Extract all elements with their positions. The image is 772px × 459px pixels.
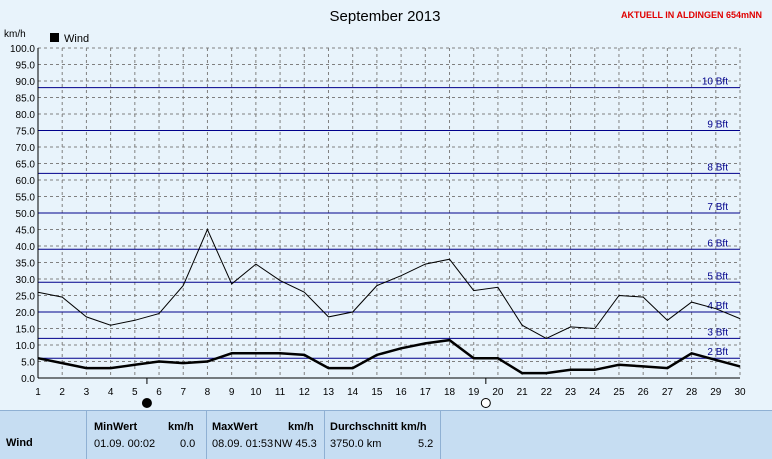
y-tick-label: 15.0 bbox=[16, 325, 36, 336]
chart-title: September 2013 bbox=[330, 8, 441, 25]
y-tick-label: 35.0 bbox=[16, 259, 36, 270]
stats-panel: Wind MinWert km/h 01.09. 00:02 0.0 MaxWe… bbox=[0, 410, 772, 459]
x-tick-label: 14 bbox=[347, 387, 359, 398]
beaufort-label: 3 Bft bbox=[707, 327, 728, 338]
min-unit: km/h bbox=[168, 421, 194, 433]
x-tick-label: 22 bbox=[541, 387, 553, 398]
max-date: 08.09. 01:53 bbox=[212, 438, 274, 450]
avg-header: Durchschnitt km/h bbox=[330, 421, 427, 433]
y-tick-label: 65.0 bbox=[16, 160, 36, 171]
full-moon-icon bbox=[480, 398, 491, 408]
legend-label: Wind bbox=[64, 33, 89, 45]
beaufort-label: 6 Bft bbox=[707, 238, 728, 249]
x-tick-label: 20 bbox=[492, 387, 504, 398]
x-tick-label: 6 bbox=[156, 387, 162, 398]
y-tick-label: 60.0 bbox=[16, 176, 36, 187]
x-tick-label: 10 bbox=[250, 387, 262, 398]
beaufort-label: 2 Bft bbox=[707, 347, 728, 358]
x-tick-label: 4 bbox=[108, 387, 114, 398]
x-tick-label: 1 bbox=[35, 387, 41, 398]
min-value: 0.0 bbox=[180, 438, 196, 450]
y-tick-label: 90.0 bbox=[16, 77, 36, 88]
x-tick-label: 5 bbox=[132, 387, 138, 398]
y-axis-label: km/h bbox=[4, 29, 26, 40]
x-tick-label: 25 bbox=[613, 387, 625, 398]
y-tick-label: 5.0 bbox=[21, 358, 35, 369]
x-tick-label: 26 bbox=[638, 387, 650, 398]
y-tick-label: 50.0 bbox=[16, 209, 36, 220]
gust-series-line bbox=[37, 228, 741, 339]
y-tick-label: 30.0 bbox=[16, 275, 36, 286]
y-tick-label: 25.0 bbox=[16, 292, 36, 303]
x-tick-label: 24 bbox=[589, 387, 601, 398]
beaufort-label: 9 Bft bbox=[707, 120, 728, 131]
avg-distance: 3750.0 km bbox=[330, 438, 382, 450]
max-unit: km/h bbox=[288, 421, 314, 433]
legend-swatch bbox=[50, 33, 59, 42]
y-tick-label: 80.0 bbox=[16, 110, 36, 121]
y-tick-label: 70.0 bbox=[16, 143, 36, 154]
x-tick-label: 13 bbox=[323, 387, 335, 398]
x-tick-label: 11 bbox=[275, 387, 286, 398]
y-tick-label: 85.0 bbox=[16, 94, 36, 105]
wind-chart: September 2013 AKTUELL IN ALDINGEN 654mN… bbox=[4, 8, 762, 408]
beaufort-label: 5 Bft bbox=[707, 271, 728, 282]
x-tick-label: 29 bbox=[710, 387, 722, 398]
x-tick-label: 30 bbox=[734, 387, 746, 398]
y-tick-label: 10.0 bbox=[16, 341, 36, 352]
x-tick-label: 18 bbox=[444, 387, 456, 398]
min-header: MinWert bbox=[94, 421, 138, 433]
plot-area: 0.0 5.0 10.0 15.0 20.0 25.0 30.0 35.0 40.0 45.0 50… bbox=[10, 44, 746, 408]
x-tick-label: 19 bbox=[468, 387, 480, 398]
x-tick-label: 21 bbox=[517, 387, 529, 398]
station-label: AKTUELL IN ALDINGEN 654mNN bbox=[621, 10, 762, 20]
x-tick-label: 16 bbox=[396, 387, 408, 398]
y-tick-label: 55.0 bbox=[16, 193, 36, 204]
new-moon-icon bbox=[141, 398, 152, 408]
min-date: 01.09. 00:02 bbox=[94, 438, 156, 450]
beaufort-label: 7 Bft bbox=[707, 202, 728, 213]
max-value: NW 45.3 bbox=[274, 438, 317, 450]
x-tick-label: 3 bbox=[84, 387, 90, 398]
x-tick-label: 8 bbox=[205, 387, 211, 398]
x-tick-label: 9 bbox=[229, 387, 235, 398]
y-tick-label: 0.0 bbox=[21, 374, 35, 385]
beaufort-label: 4 Bft bbox=[707, 301, 728, 312]
x-tick-label: 7 bbox=[180, 387, 186, 398]
avg-value: 5.2 bbox=[418, 438, 434, 450]
x-tick-label: 23 bbox=[565, 387, 577, 398]
beaufort-label: 8 Bft bbox=[707, 162, 728, 173]
beaufort-label: 10 Bft bbox=[702, 77, 728, 88]
y-tick-label: 45.0 bbox=[16, 226, 36, 237]
y-tick-label: 20.0 bbox=[16, 308, 36, 319]
x-tick-label: 2 bbox=[59, 387, 65, 398]
y-tick-label: 100.0 bbox=[10, 44, 35, 55]
y-tick-label: 40.0 bbox=[16, 242, 36, 253]
max-header: MaxWert bbox=[212, 421, 258, 433]
x-tick-label: 28 bbox=[686, 387, 698, 398]
y-tick-label: 75.0 bbox=[16, 127, 36, 138]
y-tick-label: 95.0 bbox=[16, 61, 36, 72]
x-tick-label: 17 bbox=[420, 387, 432, 398]
x-tick-label: 15 bbox=[371, 387, 383, 398]
wind-series-line bbox=[37, 338, 741, 375]
stats-row-label: Wind bbox=[6, 437, 33, 449]
x-tick-label: 27 bbox=[662, 387, 674, 398]
x-tick-label: 12 bbox=[299, 387, 311, 398]
